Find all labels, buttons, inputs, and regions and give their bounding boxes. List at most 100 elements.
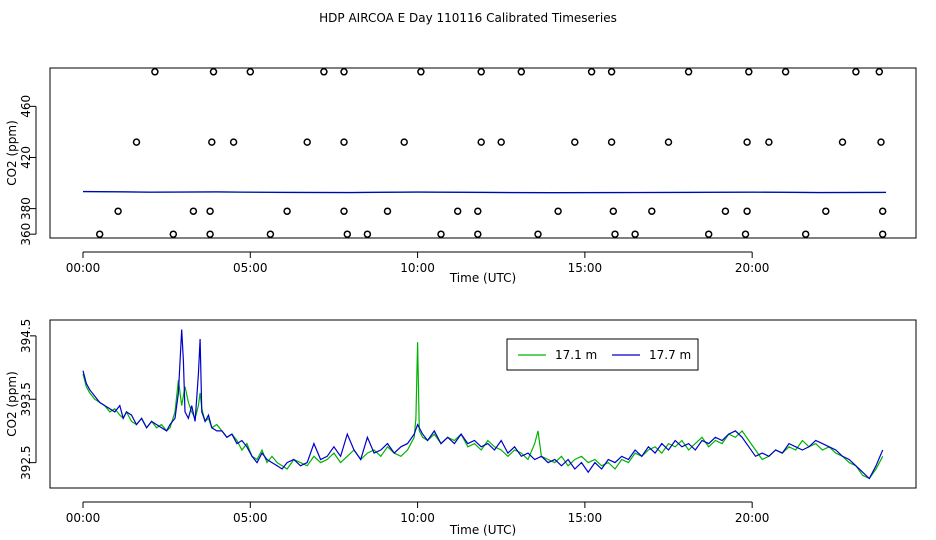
scatter-point <box>648 207 656 215</box>
scatter-point <box>474 207 482 215</box>
scatter-point <box>664 138 673 146</box>
bottom-y-axis: 392.5 393.5 394.5 <box>19 319 37 480</box>
y-tick-label: 460 <box>19 95 33 118</box>
x-tick-label: 20:00 <box>735 261 770 275</box>
series-line-17-7-m <box>82 190 887 194</box>
scatter-point <box>838 138 847 146</box>
top-y-axis-label: CO2 (ppm) <box>5 120 19 186</box>
scatter-point <box>283 207 291 215</box>
top-plot-frame <box>49 67 917 239</box>
scatter-point <box>607 138 616 146</box>
scatter-point <box>453 207 462 215</box>
scatter-point <box>587 68 596 76</box>
scatter-point <box>246 68 255 76</box>
bottom-x-axis-label: Time (UTC) <box>449 523 516 537</box>
scatter-point <box>208 138 216 146</box>
x-tick-label: 10:00 <box>400 261 435 275</box>
scatter-point <box>320 68 328 76</box>
series-line-17-1-m <box>82 342 884 480</box>
top-x-axis-label: Time (UTC) <box>449 271 516 285</box>
scatter-point <box>852 68 860 76</box>
scatter-point <box>206 207 214 215</box>
scatter-point <box>229 138 238 146</box>
scatter-point <box>534 230 542 238</box>
bottom-y-axis-label: CO2 (ppm) <box>5 371 19 437</box>
scatter-point <box>704 230 713 238</box>
y-tick-label: 394.5 <box>19 319 33 353</box>
x-tick-label: 00:00 <box>66 261 101 275</box>
scatter-point <box>417 68 425 76</box>
legend-label-17-1m: 17.1 m <box>555 348 597 362</box>
top-scatter-points <box>95 68 887 238</box>
scatter-point <box>517 68 526 76</box>
scatter-point <box>266 230 275 238</box>
scatter-point <box>743 207 751 215</box>
scatter-point <box>189 207 198 215</box>
scatter-point <box>745 68 753 76</box>
scatter-point <box>554 207 562 215</box>
scatter-point <box>363 230 372 238</box>
series-line-17-7-m <box>82 329 884 480</box>
scatter-point <box>878 207 887 215</box>
scatter-point <box>114 207 122 215</box>
bottom-plot-frame <box>49 319 917 489</box>
scatter-point <box>437 230 445 238</box>
top-panel: 00:00 05:00 10:00 15:00 20:00 360 380 420 460 T… <box>5 67 917 285</box>
scatter-point <box>741 230 750 238</box>
y-tick-label: 392.5 <box>19 445 33 479</box>
scatter-point <box>474 230 482 238</box>
scatter-point <box>801 230 810 238</box>
top-x-axis: 00:00 05:00 10:00 15:00 20:00 <box>66 251 770 275</box>
bottom-series-lines <box>82 329 884 480</box>
scatter-point <box>340 207 348 215</box>
scatter-point <box>209 68 218 76</box>
scatter-point <box>303 138 311 146</box>
scatter-point <box>875 68 884 76</box>
x-tick-label: 00:00 <box>66 511 101 525</box>
scatter-point <box>497 138 505 146</box>
x-tick-label: 10:00 <box>400 511 435 525</box>
scatter-point <box>877 138 885 146</box>
top-series-lines <box>82 190 887 194</box>
scatter-point <box>878 230 887 238</box>
top-y-axis: 360 380 420 460 <box>19 95 37 246</box>
scatter-point <box>95 230 104 238</box>
scatter-point <box>206 230 214 238</box>
scatter-point <box>571 138 579 146</box>
scatter-point <box>609 207 618 215</box>
scatter-point <box>169 230 178 238</box>
scatter-point <box>611 230 619 238</box>
bottom-x-axis: 00:00 05:00 10:00 15:00 20:00 <box>66 501 770 525</box>
x-tick-label: 20:00 <box>735 511 770 525</box>
scatter-point <box>822 207 830 215</box>
scatter-point <box>132 138 141 146</box>
scatter-point <box>340 138 348 146</box>
scatter-point <box>607 68 616 76</box>
scatter-point <box>477 68 485 76</box>
scatter-point <box>477 138 485 146</box>
bottom-panel: 00:00 05:00 10:00 15:00 20:00 392.5 393.5 394.… <box>5 319 917 537</box>
scatter-point <box>684 68 693 76</box>
scatter-point <box>781 68 790 76</box>
x-tick-label: 05:00 <box>233 261 268 275</box>
legend-label-17-7m: 17.7 m <box>649 348 691 362</box>
chart-title: HDP AIRCOA E Day 110116 Calibrated Times… <box>319 11 617 25</box>
scatter-point <box>721 207 730 215</box>
scatter-point <box>743 138 751 146</box>
scatter-point <box>343 230 352 238</box>
scatter-point <box>383 207 392 215</box>
y-tick-label: 380 <box>19 197 33 220</box>
scatter-point <box>400 138 408 146</box>
x-tick-label: 05:00 <box>233 511 268 525</box>
y-tick-label: 420 <box>19 146 33 169</box>
x-tick-label: 15:00 <box>568 261 603 275</box>
scatter-point <box>631 230 639 238</box>
scatter-point <box>340 68 348 76</box>
x-tick-label: 15:00 <box>568 511 603 525</box>
scatter-point <box>765 138 773 146</box>
y-tick-label: 393.5 <box>19 382 33 416</box>
y-tick-label: 360 <box>19 223 33 246</box>
scatter-point <box>151 68 159 76</box>
legend: 17.1 m 17.7 m <box>506 338 699 371</box>
